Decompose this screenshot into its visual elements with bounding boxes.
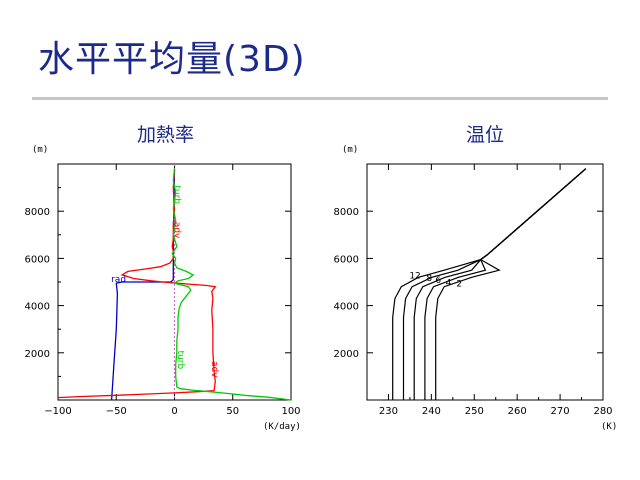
heating-rate-y-tick-label: 2000 [25,349,50,360]
heating-rate-x-tick-label: −100 [44,406,71,417]
heating-rate-x-tick-label: 50 [226,406,239,417]
potential-temperature-x-tick-label: 240 [422,406,441,417]
theta-profile-line [392,168,587,400]
heating-rate-x-tick-label: 100 [281,406,300,417]
heating-rate-x-unit: (K/day) [263,422,301,432]
series-label-adv: adv [172,222,182,239]
potential-temperature-y-unit: (m) [342,145,358,155]
potential-temperature-y-tick-label: 8000 [334,207,359,218]
slide-title: 水平平均量(3D) [38,39,306,80]
potential-temperature-y-tick-label: 4000 [334,302,359,313]
potential-temperature-x-unit: (K) [601,422,617,432]
heating-rate-y-tick-label: 8000 [25,207,50,218]
potential-temperature-contour-labels: 12 8 6 4 2 [409,271,462,289]
heating-rate-ticks: −100 −50 0 50 100 2000 4000 6000 8000 [25,164,301,417]
heating-rate-series [57,168,292,401]
contour-label: 12 [409,271,420,281]
potential-temperature-x-tick-label: 250 [465,406,484,417]
contour-label: 8 [426,274,432,284]
title-divider [32,97,608,100]
heating-rate-y-tick-label: 6000 [25,254,50,265]
heating-rate-x-tick-label: −50 [106,406,127,417]
left-chart-title: 加熱率 [137,124,195,146]
potential-temperature-ticks: 230 240 250 260 270 280 2000 4000 6000 8000 [334,164,613,417]
potential-temperature-chart: (m) (K) 230 240 250 260 270 280 2000 4000 6000 80… [334,145,618,432]
heating-rate-y-unit: (m) [32,145,48,155]
heating-rate-x-tick-label: 0 [171,406,177,417]
right-chart-title: 温位 [466,124,505,146]
potential-temperature-x-tick-label: 260 [508,406,527,417]
potential-temperature-x-tick-label: 280 [593,406,612,417]
series-label-adv: adv [209,361,219,378]
potential-temperature-series [392,168,587,400]
contour-label: 2 [456,280,462,290]
potential-temperature-x-tick-label: 230 [379,406,398,417]
series-line-rad [110,168,176,401]
potential-temperature-y-tick-label: 6000 [334,254,359,265]
potential-temperature-plot-frame [366,163,604,401]
series-line-adv [57,168,217,399]
potential-temperature-y-tick-label: 2000 [334,349,359,360]
theta-profile-line [402,168,587,400]
series-label-turb: turb [175,351,185,370]
series-label-turb: turb [172,185,182,204]
series-label-rad: rad [111,275,126,285]
heating-rate-y-tick-label: 4000 [25,302,50,313]
contour-label: 6 [435,276,441,286]
theta-profile-line [435,168,587,400]
heating-rate-series-labels: rad adv turb turb adv [111,185,219,378]
contour-label: 4 [446,279,452,289]
series-line-turb [171,168,292,401]
heating-rate-chart: (m) (K/day) −100 −50 0 50 100 2000 4000 6000 800… [25,145,301,432]
potential-temperature-x-tick-label: 270 [551,406,570,417]
